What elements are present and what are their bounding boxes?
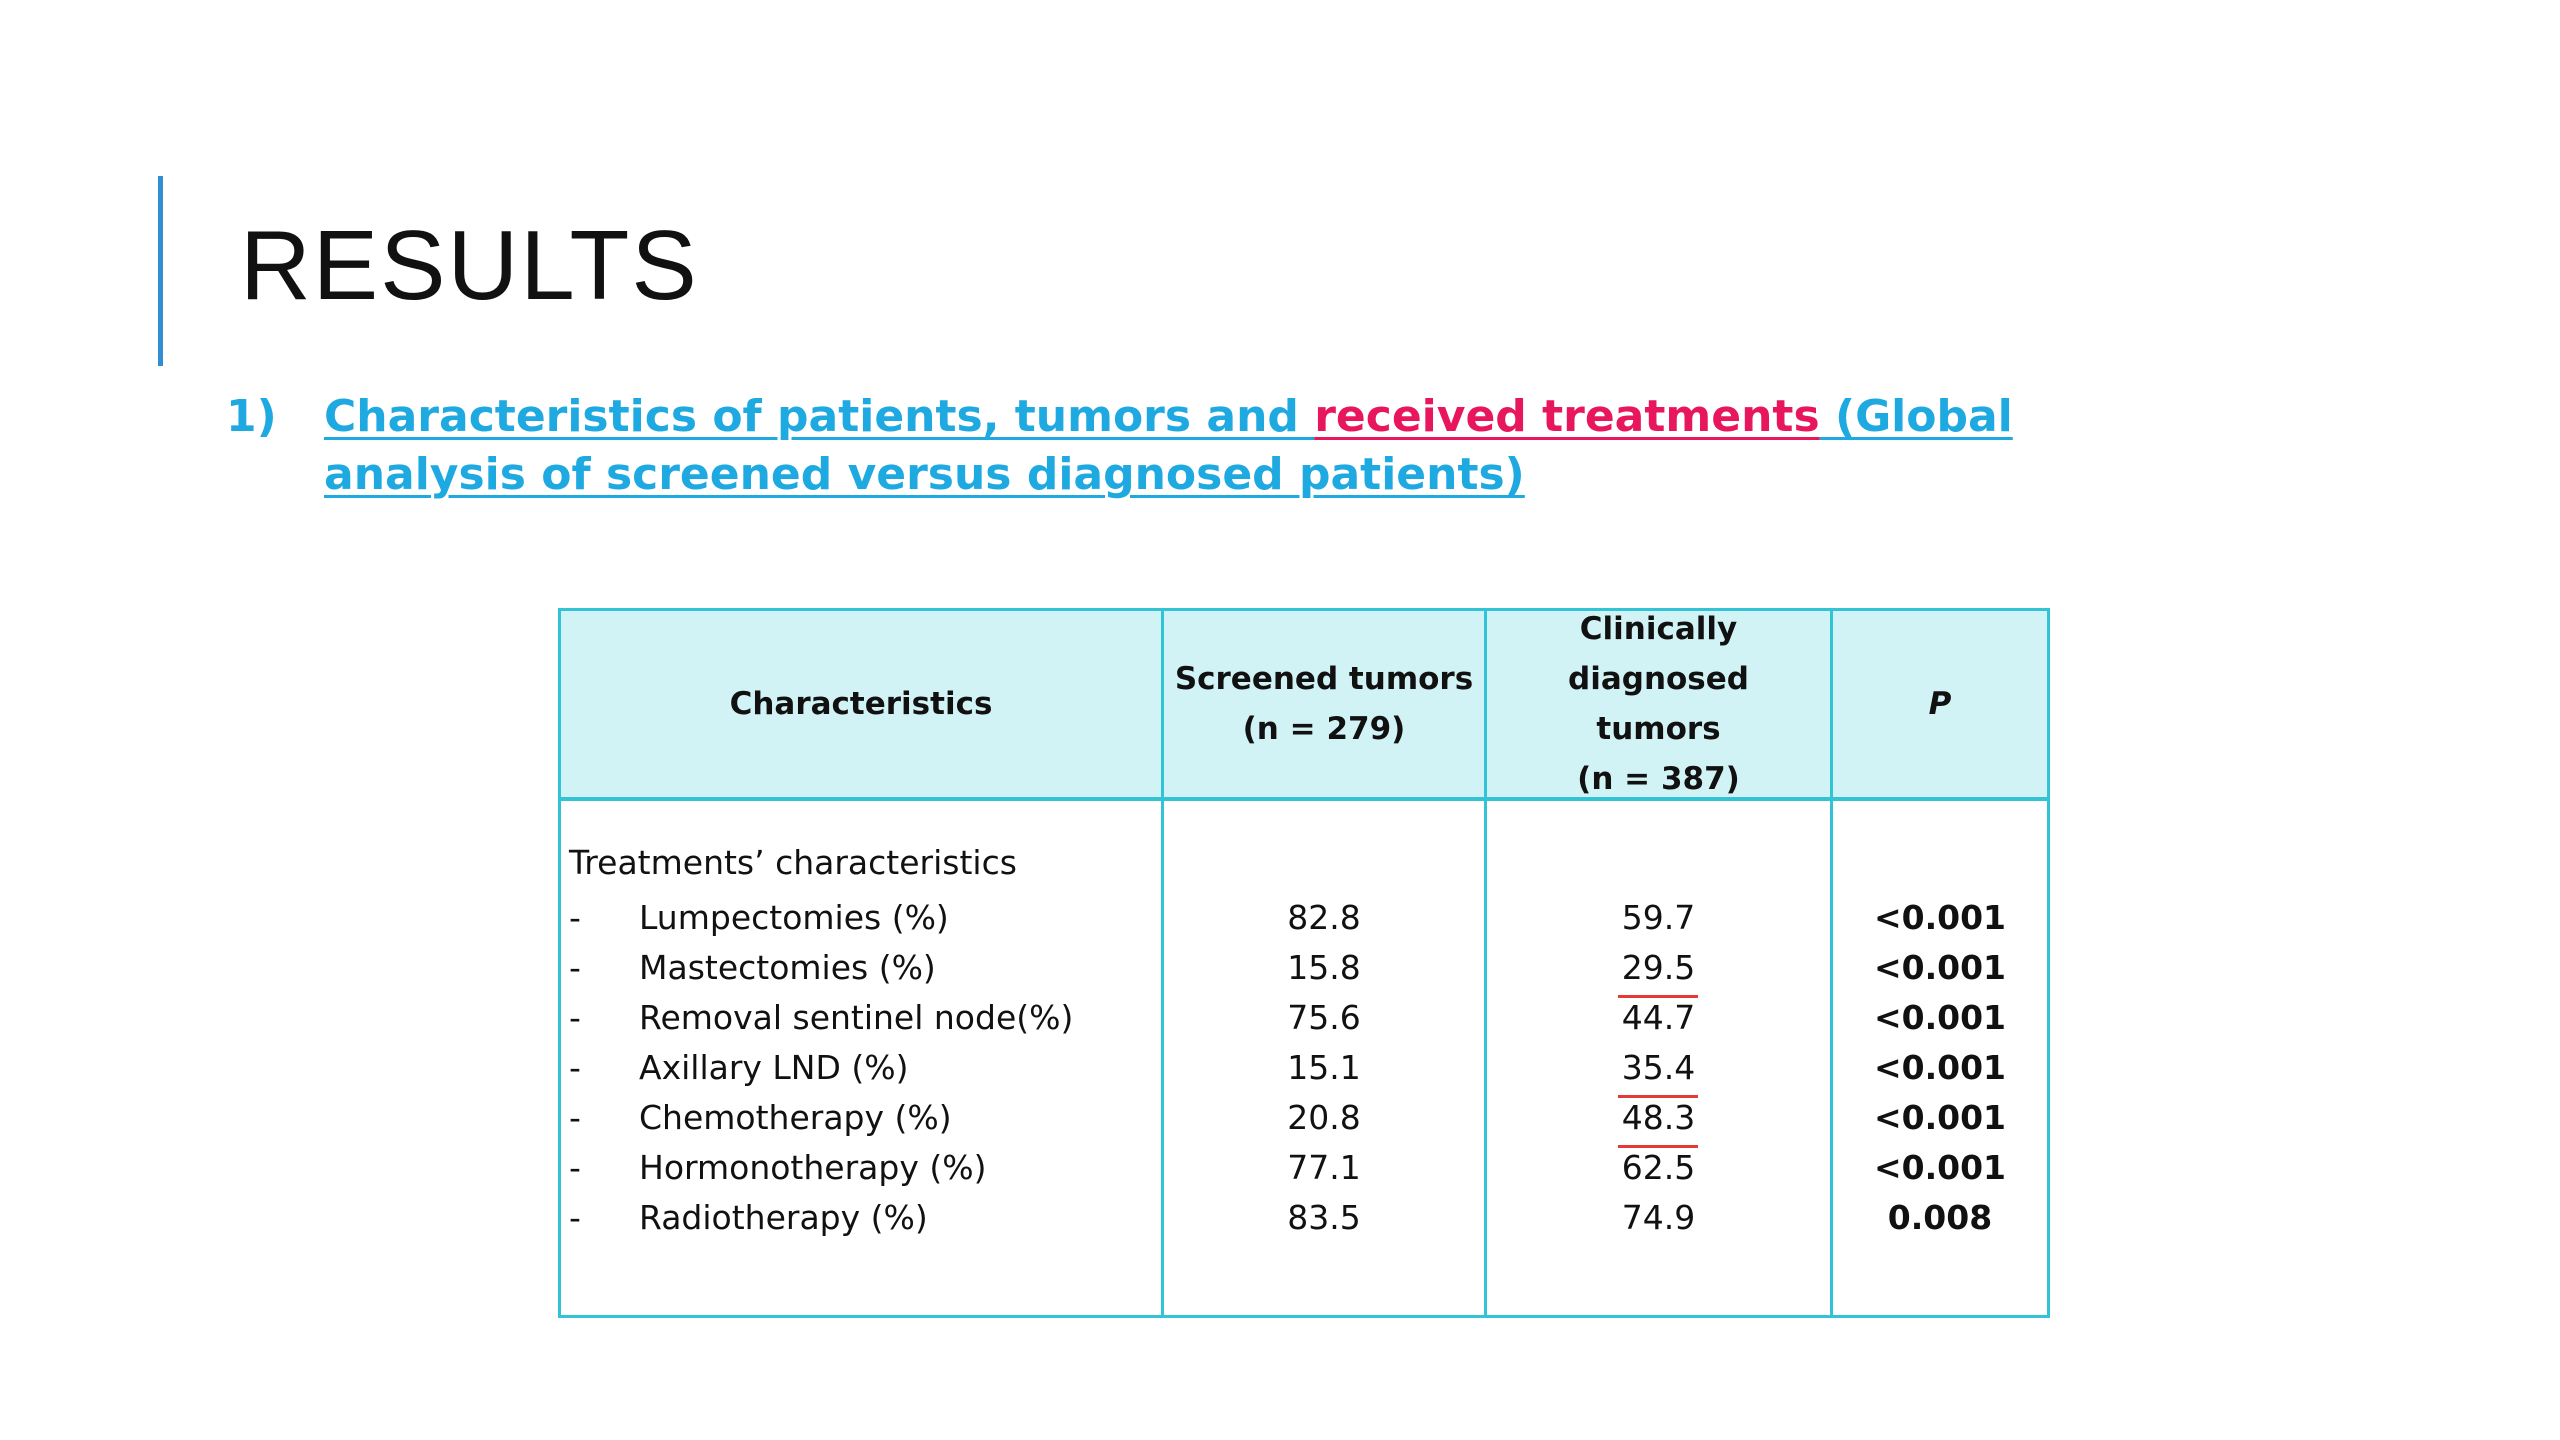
row-dash: - (569, 1148, 581, 1187)
table-header-row: Characteristics Screened tumors (n = 279… (561, 611, 2047, 801)
table-row: - Hormonotherapy (%) 77.1 62.5 <0.001 (561, 1143, 2047, 1193)
table-row: - Chemotherapy (%) 20.8 48.3 <0.001 (561, 1093, 2047, 1143)
table-row: - Removal sentinel node(%) 75.6 44.7 <0.… (561, 993, 2047, 1043)
p-value: <0.001 (1873, 998, 2007, 1037)
annotation-underline (1618, 1145, 1698, 1148)
slide-title: RESULTS (240, 210, 699, 320)
clinical-value: 44.7 (1621, 998, 1696, 1037)
row-dash: - (569, 1198, 581, 1237)
header-p-value: P (1928, 686, 1952, 722)
row-dash: - (569, 948, 581, 987)
row-dash: - (569, 998, 581, 1037)
row-label: Mastectomies (%) (639, 948, 936, 987)
section-label: Treatments’ characteristics (569, 843, 1017, 882)
results-table: Characteristics Screened tumors (n = 279… (558, 608, 2050, 1318)
subtitle-text: Characteristics of patients, tumors and … (324, 388, 2126, 504)
screened-value: 15.8 (1287, 948, 1361, 987)
annotation-underline (1618, 995, 1698, 998)
annotation-underline (1618, 1095, 1698, 1098)
clinical-value: 48.3 (1621, 1098, 1696, 1137)
row-dash: - (569, 1098, 581, 1137)
screened-value: 82.8 (1287, 898, 1361, 937)
clinical-value: 29.5 (1621, 948, 1696, 987)
row-label: Chemotherapy (%) (639, 1098, 952, 1137)
row-label: Lumpectomies (%) (639, 898, 949, 937)
table-row: - Axillary LND (%) 15.1 35.4 <0.001 (561, 1043, 2047, 1093)
subtitle-text-part1: Characteristics of patients, tumors and (324, 391, 1315, 442)
header-clinically-diagnosed: Clinically diagnosed tumors (n = 387) (1568, 611, 1749, 797)
slide-subtitle: 1) Characteristics of patients, tumors a… (226, 388, 2126, 504)
column-divider (1161, 611, 1164, 1315)
clinical-value: 35.4 (1621, 1048, 1696, 1087)
row-dash: - (569, 1048, 581, 1087)
screened-value: 15.1 (1287, 1048, 1361, 1087)
p-value: <0.001 (1873, 948, 2007, 987)
table-row: - Lumpectomies (%) 82.8 59.7 <0.001 (561, 893, 2047, 943)
p-value: <0.001 (1873, 898, 2007, 937)
title-accent-bar (158, 176, 163, 366)
screened-value: 83.5 (1287, 1198, 1361, 1237)
p-value: <0.001 (1873, 1098, 2007, 1137)
header-screened-tumors: Screened tumors (n = 279) (1174, 661, 1474, 747)
column-divider (1484, 611, 1487, 1315)
table-row: - Radiotherapy (%) 83.5 74.9 0.008 (561, 1193, 2047, 1243)
row-label: Axillary LND (%) (639, 1048, 909, 1087)
p-value: <0.001 (1873, 1148, 2007, 1187)
subtitle-highlight: received treatments (1314, 391, 1820, 442)
p-value: 0.008 (1887, 1198, 1993, 1237)
row-dash: - (569, 898, 581, 937)
header-characteristics: Characteristics (729, 686, 993, 722)
screened-value: 77.1 (1287, 1148, 1361, 1187)
screened-value: 20.8 (1287, 1098, 1361, 1137)
clinical-value: 59.7 (1621, 898, 1696, 937)
subtitle-number: 1) (226, 391, 277, 442)
p-value: <0.001 (1873, 1048, 2007, 1087)
row-label: Removal sentinel node(%) (639, 998, 1074, 1037)
table-row: - Mastectomies (%) 15.8 29.5 <0.001 (561, 943, 2047, 993)
column-divider (1830, 611, 1833, 1315)
row-label: Radiotherapy (%) (639, 1198, 928, 1237)
row-label: Hormonotherapy (%) (639, 1148, 987, 1187)
clinical-value: 62.5 (1621, 1148, 1696, 1187)
screened-value: 75.6 (1287, 998, 1361, 1037)
subtitle-text-part2: (Global analysis of screened versus diag… (324, 391, 2013, 500)
clinical-value: 74.9 (1621, 1198, 1696, 1237)
